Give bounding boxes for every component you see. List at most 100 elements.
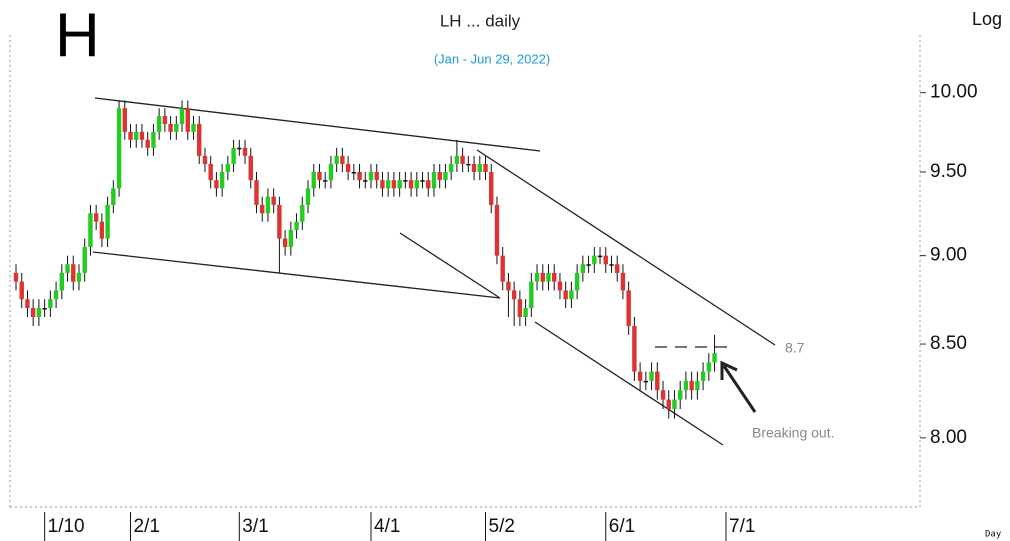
x-tick-label: 7/1 bbox=[729, 516, 755, 537]
candle-body bbox=[700, 371, 706, 381]
candle-body bbox=[609, 264, 614, 266]
candle-body bbox=[294, 221, 299, 231]
trend-line bbox=[476, 149, 776, 346]
candle-body bbox=[145, 139, 150, 148]
candle-body bbox=[494, 204, 500, 256]
candle-body bbox=[477, 163, 482, 173]
arrow-head bbox=[720, 360, 738, 380]
candle-body bbox=[426, 180, 431, 189]
candle-body bbox=[403, 180, 408, 182]
candle-body bbox=[345, 163, 351, 173]
candle-body bbox=[408, 180, 414, 189]
candle-body bbox=[351, 172, 357, 174]
chart-title: LH ... daily bbox=[440, 11, 521, 30]
candle-body bbox=[282, 238, 288, 248]
trend-line bbox=[534, 321, 724, 446]
candle-body bbox=[592, 255, 597, 265]
candle-body bbox=[88, 213, 93, 248]
candle-body bbox=[380, 180, 385, 189]
candle-body bbox=[689, 380, 694, 391]
period-label: Day bbox=[985, 530, 1002, 540]
candle-body bbox=[168, 123, 173, 132]
candle-body bbox=[626, 290, 631, 326]
candle-body bbox=[563, 290, 568, 300]
candle-body bbox=[237, 147, 242, 150]
candle-body bbox=[305, 188, 311, 205]
candle-body bbox=[328, 163, 334, 181]
candle-body bbox=[174, 123, 179, 132]
candle-body bbox=[122, 108, 127, 132]
candle-body bbox=[391, 180, 397, 189]
candle-body bbox=[134, 131, 139, 140]
plot: 8.00 8.50 9.00 9.50 10.00 1/10 2/1 3/1 4/1 5/2 6/1… bbox=[13, 82, 978, 541]
candle-body bbox=[260, 204, 265, 214]
candle-body bbox=[242, 147, 248, 156]
trend-line bbox=[94, 97, 541, 152]
candle-body bbox=[489, 172, 494, 205]
candle-body bbox=[265, 196, 271, 214]
candle-body bbox=[466, 163, 471, 166]
candle-body bbox=[431, 172, 437, 189]
candle-body bbox=[71, 264, 76, 282]
candle-body bbox=[557, 281, 563, 291]
candle-body bbox=[506, 281, 511, 291]
x-tick-label: 1/10 bbox=[48, 516, 85, 537]
candle-body bbox=[414, 180, 420, 189]
candle-body bbox=[139, 131, 145, 140]
candle-body bbox=[586, 264, 591, 266]
trend-line bbox=[399, 232, 501, 299]
candle-body bbox=[523, 308, 528, 317]
candle-body bbox=[580, 264, 586, 273]
candle-body bbox=[448, 163, 454, 173]
candle-body bbox=[471, 163, 477, 173]
candle-body bbox=[111, 188, 116, 205]
candle-body bbox=[683, 380, 689, 391]
candle-body bbox=[454, 155, 460, 164]
candle-body bbox=[500, 255, 505, 282]
y-tick-label: 10.00 bbox=[930, 82, 978, 103]
candle-body bbox=[225, 163, 231, 173]
scale-label: Log bbox=[972, 9, 1002, 29]
candle-body bbox=[534, 272, 540, 282]
candle-body bbox=[517, 299, 523, 317]
annotation: Breaking out. bbox=[752, 425, 835, 441]
y-tick-label: 8.50 bbox=[930, 333, 967, 354]
candle-body bbox=[706, 362, 712, 372]
candle-body bbox=[672, 399, 677, 410]
x-tick-label: 6/1 bbox=[609, 516, 635, 537]
candle-body bbox=[311, 172, 316, 189]
candle-body bbox=[357, 172, 362, 181]
candle-body bbox=[105, 204, 110, 239]
candle-body bbox=[574, 272, 580, 291]
x-tick-label: 5/2 bbox=[489, 516, 515, 537]
candle-body bbox=[30, 308, 36, 317]
chart-subtitle: (Jan - Jun 29, 2022) bbox=[434, 51, 550, 66]
candle-body bbox=[340, 155, 345, 164]
candle-body bbox=[597, 255, 603, 258]
candle-body bbox=[179, 108, 185, 124]
candle-body bbox=[420, 180, 425, 182]
candle-body bbox=[128, 131, 133, 140]
candle-body bbox=[603, 255, 608, 265]
candle-body bbox=[208, 163, 213, 181]
candle-body bbox=[156, 116, 162, 132]
candle-body bbox=[643, 380, 649, 383]
candle-body bbox=[214, 180, 219, 189]
candle-body bbox=[322, 180, 328, 182]
candle-body bbox=[443, 172, 448, 181]
candle-body bbox=[460, 155, 465, 164]
candle-body bbox=[660, 390, 666, 400]
trend-line bbox=[92, 251, 501, 299]
candle-body bbox=[569, 290, 574, 300]
candle-body bbox=[546, 272, 551, 282]
candle-body bbox=[19, 281, 24, 300]
candle-body bbox=[59, 272, 65, 291]
candle-body bbox=[385, 180, 391, 189]
candle-body bbox=[202, 155, 208, 164]
candle-body bbox=[219, 172, 225, 189]
x-tick-label: 3/1 bbox=[242, 516, 268, 537]
candle-body bbox=[254, 180, 259, 205]
candle-body bbox=[277, 204, 282, 239]
candle-body bbox=[300, 204, 305, 222]
